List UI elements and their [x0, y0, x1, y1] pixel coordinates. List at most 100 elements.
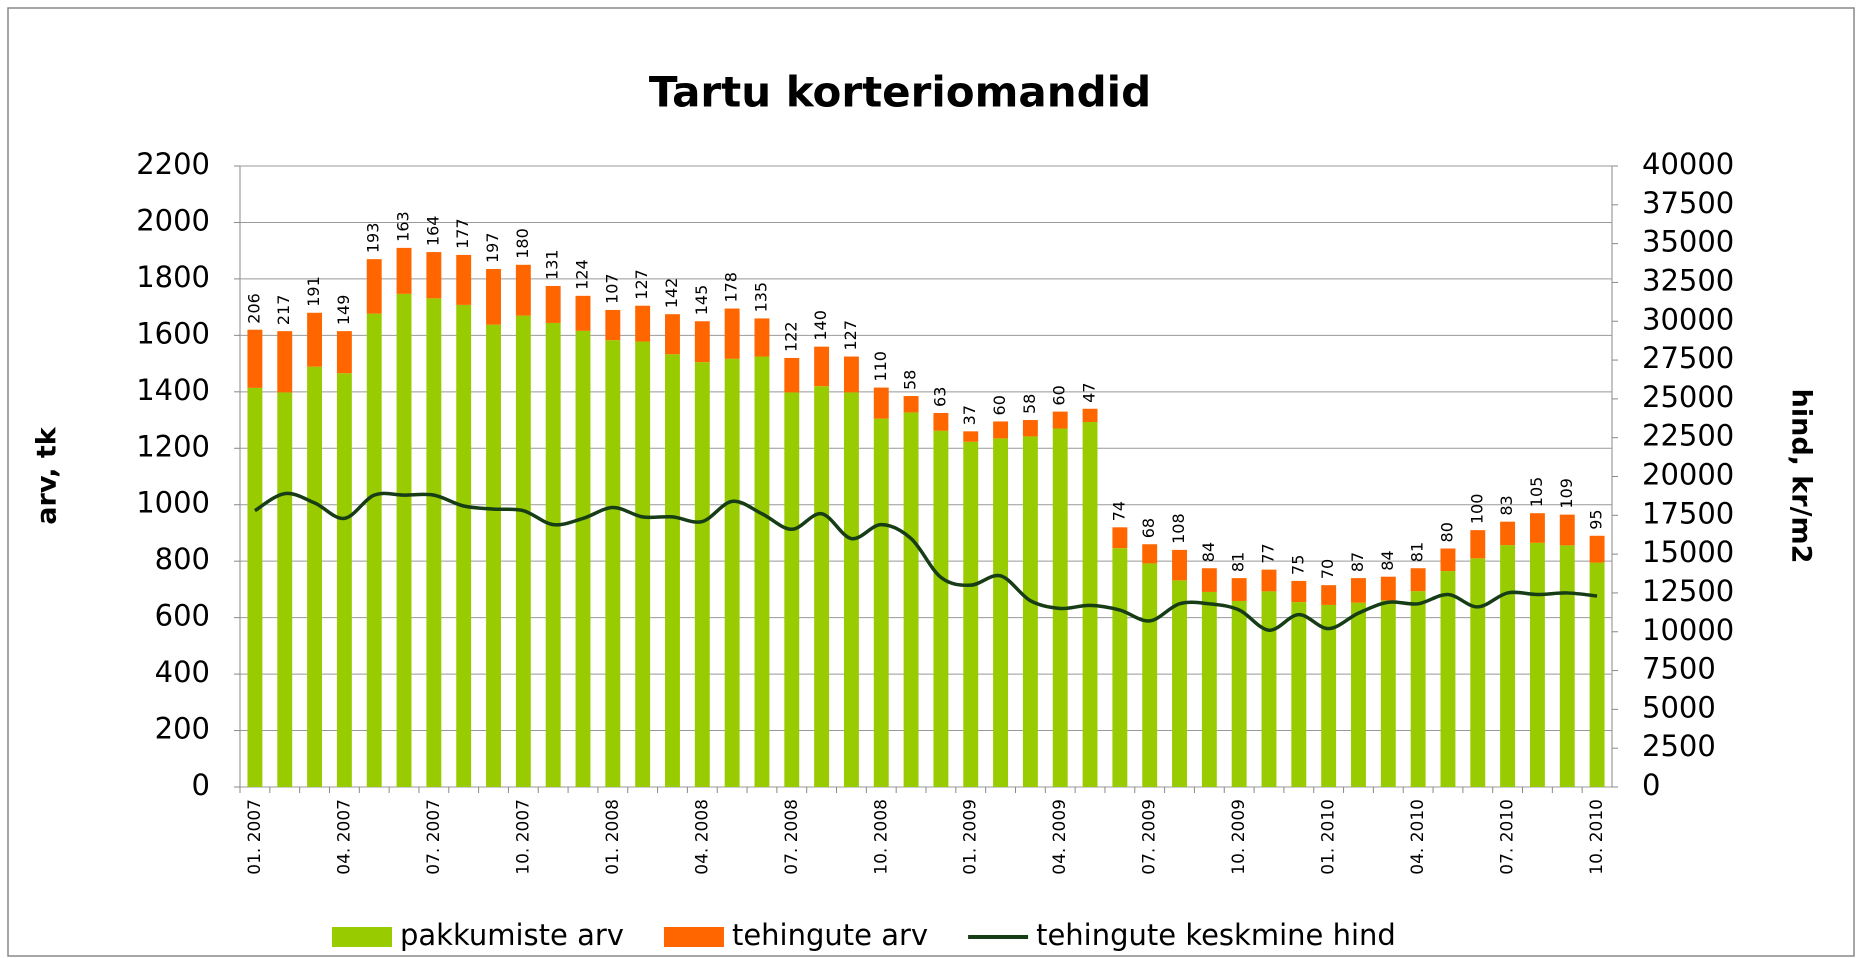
- bar: [1291, 580, 1307, 603]
- y-tick-label: 800: [155, 542, 210, 576]
- bar: [1410, 568, 1426, 592]
- bar: [635, 341, 651, 787]
- y2-tick-label: 15000: [1642, 535, 1734, 569]
- bar: [724, 308, 740, 359]
- x-tick-label: 04. 2009: [1050, 799, 1070, 875]
- value-label: 84: [1378, 550, 1397, 570]
- value-label: 197: [483, 232, 502, 263]
- value-label: 193: [364, 223, 383, 254]
- legend-label: tehingute keskmine hind: [1036, 918, 1396, 952]
- bar: [575, 330, 591, 787]
- x-tick-label: 07. 2008: [782, 799, 802, 875]
- bar: [605, 309, 621, 341]
- value-label: 180: [513, 228, 532, 259]
- value-label: 108: [1169, 513, 1188, 544]
- value-label: 140: [811, 310, 830, 341]
- bar: [1440, 548, 1456, 572]
- bar: [1082, 408, 1098, 423]
- value-label: 68: [1139, 518, 1158, 538]
- value-label: 107: [602, 273, 621, 304]
- bar: [784, 357, 800, 393]
- x-tick-label: 04. 2007: [334, 799, 354, 875]
- y2-tick-label: 30000: [1642, 302, 1734, 336]
- x-tick-label: 10. 2008: [871, 799, 891, 875]
- x-tick-label: 10. 2007: [513, 799, 533, 875]
- bar: [1201, 568, 1217, 592]
- y2-tick-label: 40000: [1642, 147, 1734, 181]
- chart-title: Tartu korteriomandid: [649, 68, 1151, 117]
- bar: [903, 396, 919, 413]
- y2-tick-label: 2500: [1642, 729, 1716, 763]
- value-label: 178: [722, 272, 741, 303]
- value-label: 75: [1288, 555, 1307, 575]
- bar: [366, 313, 382, 787]
- y2-tick-label: 12500: [1642, 574, 1734, 608]
- bar: [1321, 604, 1337, 787]
- bar: [277, 392, 293, 787]
- y2-tick-label: 27500: [1642, 341, 1734, 375]
- bar: [1142, 544, 1158, 564]
- bar: [515, 264, 531, 316]
- y-tick-label: 2000: [136, 203, 210, 237]
- bar: [1589, 562, 1605, 787]
- bar: [933, 412, 949, 431]
- value-label: 105: [1527, 477, 1546, 508]
- bar: [1022, 436, 1038, 787]
- bar: [396, 293, 412, 787]
- bar: [754, 356, 770, 787]
- bar: [1112, 527, 1128, 549]
- y-tick-label: 0: [192, 768, 210, 802]
- x-tick-label: 01. 2008: [603, 799, 623, 875]
- y-tick-label: 400: [155, 655, 210, 689]
- bar: [1529, 513, 1545, 543]
- value-label: 124: [573, 259, 592, 290]
- value-label: 81: [1229, 552, 1248, 572]
- bar: [1052, 411, 1068, 429]
- y-tick-label: 2200: [136, 147, 210, 181]
- y-tick-label: 1800: [136, 260, 210, 294]
- value-label: 47: [1080, 382, 1099, 402]
- x-tick-label: 04. 2008: [692, 799, 712, 875]
- bar: [993, 438, 1009, 787]
- y2-tick-label: 7500: [1642, 652, 1716, 686]
- value-label: 149: [334, 295, 353, 326]
- value-label: 164: [423, 216, 442, 247]
- y-axis-label: arv, tk: [32, 426, 63, 524]
- value-label: 84: [1199, 542, 1218, 562]
- bar: [277, 331, 293, 393]
- bar: [366, 259, 382, 314]
- bar: [784, 392, 800, 787]
- bar: [993, 421, 1009, 439]
- value-label: 58: [1020, 394, 1039, 414]
- value-label: 191: [304, 276, 323, 307]
- x-tick-label: 07. 2007: [424, 799, 444, 875]
- x-tick-label: 01. 2010: [1319, 799, 1339, 875]
- y-tick-label: 1200: [136, 429, 210, 463]
- bar: [754, 318, 770, 357]
- x-tick-label: 07. 2009: [1140, 799, 1160, 875]
- value-label: 127: [841, 320, 860, 351]
- legend-swatch: [332, 927, 392, 947]
- bar: [843, 356, 859, 393]
- bar: [1261, 569, 1277, 592]
- bar: [1261, 591, 1277, 787]
- bar: [336, 373, 352, 787]
- y2-tick-label: 20000: [1642, 458, 1734, 492]
- bar: [1559, 514, 1575, 546]
- bar: [1351, 602, 1366, 787]
- bar: [1529, 542, 1545, 787]
- bar: [1500, 521, 1516, 546]
- value-label: 127: [632, 269, 651, 300]
- value-label: 109: [1557, 478, 1576, 509]
- bar: [247, 387, 263, 787]
- x-tick-label: 01. 2009: [961, 799, 981, 875]
- bar: [1559, 545, 1575, 787]
- bar: [336, 331, 352, 374]
- bar: [1291, 602, 1307, 787]
- bar: [843, 392, 859, 787]
- bar: [426, 252, 442, 299]
- y2-tick-label: 17500: [1642, 496, 1734, 530]
- bar: [307, 312, 323, 367]
- value-label: 60: [990, 395, 1009, 415]
